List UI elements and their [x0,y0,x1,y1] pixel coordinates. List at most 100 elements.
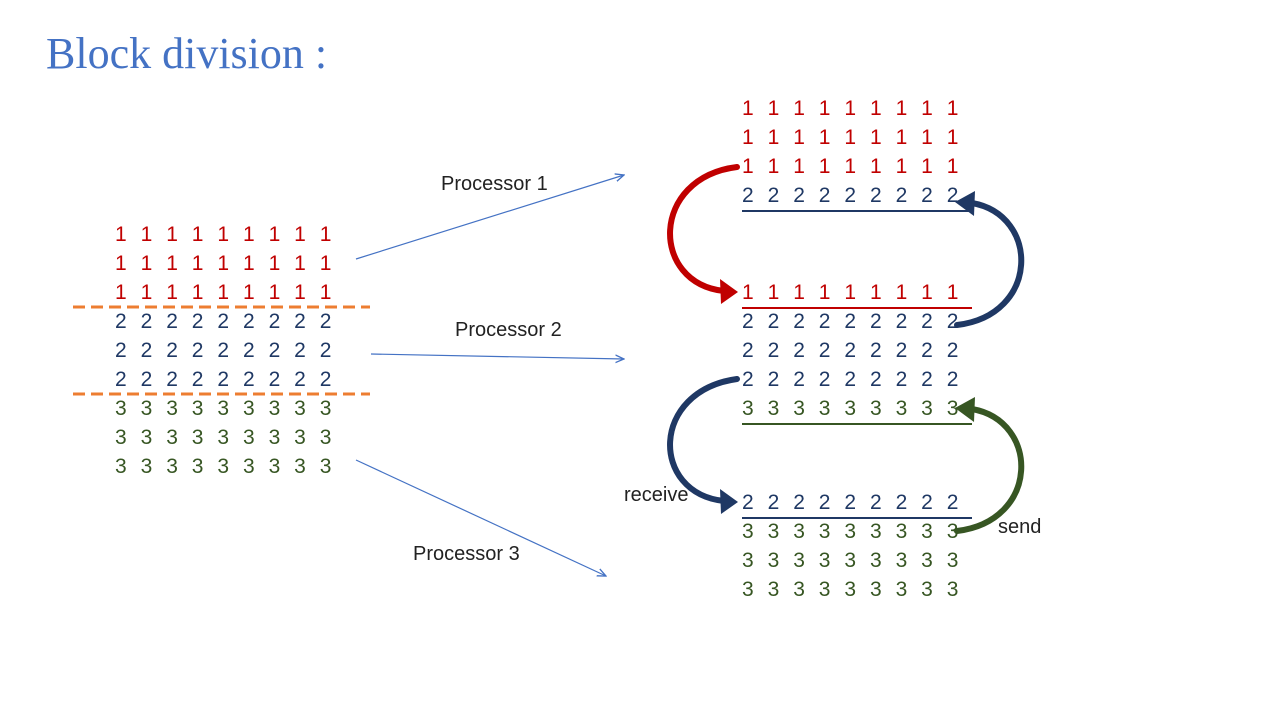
matrix-cell: 3 [140,397,153,420]
matrix-cell: 2 [742,491,754,514]
matrix-cell: 2 [191,310,204,333]
matrix-cell: 2 [895,368,908,391]
matrix-cell: 1 [115,281,127,304]
matrix-cell: 2 [319,339,332,362]
matrix-cell: 2 [767,491,780,514]
matrix-cell: 1 [217,281,230,304]
matrix-cell: 1 [268,281,281,304]
matrix-cell: 2 [895,184,908,207]
matrix-cell: 3 [319,426,332,449]
matrix-cell: 3 [115,426,127,449]
matrix-cell: 1 [767,281,780,304]
matrix-cell: 3 [818,520,831,543]
matrix-cell: 2 [140,368,153,391]
processor-2-label: Processor 2 [455,319,562,341]
matrix-cell: 1 [268,252,281,275]
matrix-cell: 1 [946,126,959,149]
matrix-cell: 2 [818,339,831,362]
matrix-cell: 1 [140,281,153,304]
matrix-cell: 3 [268,426,281,449]
matrix-cell: 2 [767,184,780,207]
matrix-cell: 3 [217,426,230,449]
red-arrowhead [720,279,738,304]
matrix-cell: 2 [115,368,127,391]
matrix-cell: 3 [742,520,754,543]
matrix-cell: 3 [140,426,153,449]
matrix-cell: 3 [946,578,959,601]
matrix-cell: 3 [319,455,332,478]
matrix-cell: 1 [895,97,908,120]
matrix-cell: 3 [242,426,255,449]
matrix-cell: 3 [895,397,908,420]
matrix-cell: 2 [115,310,127,333]
matrix-cell: 1 [895,281,908,304]
matrix-cell: 1 [294,223,306,246]
matrix-cell: 3 [921,549,933,572]
matrix-cell: 3 [742,549,754,572]
matrix-cell: 2 [921,339,933,362]
matrix-cell: 3 [242,455,255,478]
matrix-cell: 3 [895,549,908,572]
slide-title: Block division : [46,29,328,78]
connector-processor-1 [355,175,624,260]
matrix-cell: 1 [217,252,230,275]
matrix-cell: 3 [742,578,754,601]
matrix-cell: 1 [319,281,332,304]
matrix-cell: 3 [767,520,780,543]
matrix-cell: 2 [921,184,933,207]
matrix-cell: 1 [793,281,805,304]
matrix-cell: 1 [294,252,306,275]
matrix-cell: 2 [818,184,831,207]
matrix-cell: 1 [844,281,857,304]
matrix-cell: 2 [217,339,230,362]
matrix-cell: 2 [921,368,933,391]
matrix-cell: 2 [793,491,805,514]
matrix-cell: 1 [946,97,959,120]
matrix-cell: 1 [140,252,153,275]
matrix-cell: 2 [844,368,857,391]
matrix-cell: 1 [742,155,754,178]
matrix-cell: 2 [294,368,306,391]
matrix-cell: 2 [793,310,805,333]
processor-3-label: Processor 3 [413,543,520,565]
matrix-cell: 3 [818,578,831,601]
matrix-cell: 2 [242,368,255,391]
matrix-cell: 3 [217,397,230,420]
matrix-cell: 3 [895,520,908,543]
matrix-cell: 3 [191,426,204,449]
matrix-cell: 3 [844,520,857,543]
matrix-cell: 2 [844,491,857,514]
matrix-cell: 1 [742,281,754,304]
matrix-cell: 2 [217,310,230,333]
matrix-cell: 2 [844,310,857,333]
matrix-cell: 3 [844,578,857,601]
matrix-cell: 1 [921,281,933,304]
matrix-cell: 1 [115,252,127,275]
matrix-cell: 3 [166,397,178,420]
matrix-cell: 3 [191,455,204,478]
matrix-cell: 1 [869,97,882,120]
navy-arrowhead-lower [720,489,738,514]
matrix-cell: 3 [869,397,882,420]
matrix-cell: 2 [946,368,959,391]
send-label: send [998,516,1042,538]
matrix-cell: 2 [217,368,230,391]
matrix-cell: 3 [793,578,805,601]
matrix-cell: 1 [844,97,857,120]
matrix-cell: 3 [921,397,933,420]
matrix-cell: 2 [895,339,908,362]
matrix-cell: 1 [742,126,754,149]
matrix-cell: 1 [921,126,933,149]
matrix-cell: 2 [742,310,754,333]
matrix-cell: 3 [921,520,933,543]
matrix-cell: 3 [767,578,780,601]
